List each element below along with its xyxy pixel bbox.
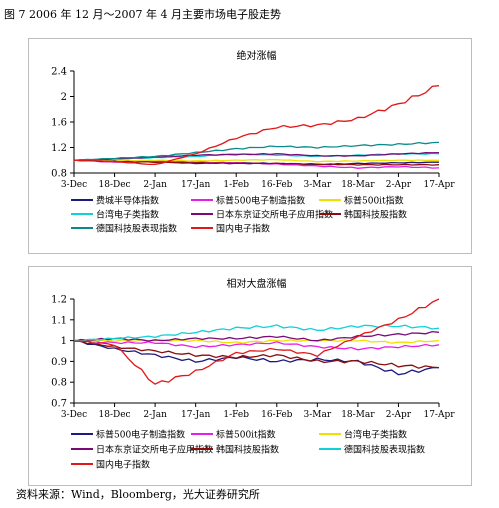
chart-panel-absolute: 绝对涨幅 0.8 1.2 1.6 2 2.4 3-Dec 18-Dec 2-Jan 17-Jan 1… (28, 38, 472, 254)
chart-panel-relative: 相对大盘涨幅 0.7 0.8 0.9 1 1.1 1.2 3-Dec 18-Dec 2-Jan 17… (28, 266, 472, 486)
legend-label: 韩国科技股指数 (216, 444, 279, 456)
series-line-1 (73, 339, 440, 376)
y-tick-label: 1.2 (51, 295, 67, 306)
y-tick-label: 0.8 (51, 169, 67, 180)
series-line-7 (73, 141, 440, 162)
x-tick-label: 18-Dec (99, 180, 131, 190)
series-line-2 (73, 339, 440, 351)
legend-label: 标普500it指数 (344, 195, 404, 207)
legend-label: 德国科技股表现指数 (344, 444, 425, 456)
x-tick-label: 17-Jan (181, 180, 210, 190)
series-line-8 (73, 85, 440, 166)
legend-label: 台湾电子类指数 (96, 209, 159, 221)
legend-label: 日本东京证交所电子应用指数 (216, 209, 333, 221)
legend-label: 标普500电子制造指数 (96, 429, 185, 441)
legend-label: 日本东京证交所电子应用指数 (96, 444, 213, 456)
legend-label: 台湾电子类指数 (344, 429, 407, 441)
y-tick-label: 2 (61, 92, 67, 103)
y-tick-label: 1.2 (51, 143, 67, 154)
series-line-3 (73, 158, 439, 163)
x-tick-label: 17-Apr (423, 410, 455, 420)
series-line-4 (73, 330, 440, 343)
figure-title: 图 7 2006 年 12 月～2007 年 4 月主要市场电子股走势 (4, 8, 281, 21)
x-tick-label: 2-Apr (386, 180, 412, 190)
chart-title: 相对大盘涨幅 (227, 277, 287, 290)
x-tick-label: 17-Apr (423, 180, 455, 190)
x-tick-label: 1-Feb (223, 180, 249, 190)
x-tick-label: 18-Dec (99, 410, 131, 420)
source-note: 资料来源：Wind，Bloomberg，光大证券研究所 (16, 488, 260, 501)
series-line-7 (73, 298, 440, 385)
y-tick-label: 0.9 (51, 357, 67, 368)
x-tick-label: 3-Dec (61, 410, 87, 420)
chart-title: 绝对涨幅 (237, 49, 277, 62)
y-tick-label: 0.8 (51, 378, 67, 389)
legend-label: 韩国科技股指数 (344, 209, 407, 221)
x-tick-label: 18-Mar (341, 410, 375, 420)
x-tick-label: 2-Jan (143, 180, 167, 190)
x-tick-label: 16-Feb (261, 410, 293, 420)
legend-label: 国内电子指数 (96, 459, 150, 471)
legend-label: 费城半导体指数 (96, 195, 159, 207)
chart-absolute: 绝对涨幅 0.8 1.2 1.6 2 2.4 3-Dec 18-Dec 2-Jan 17-Jan 1… (51, 49, 455, 235)
x-tick-label: 16-Feb (261, 180, 293, 190)
series-line-5 (73, 339, 440, 369)
legend-label: 标普500it指数 (216, 429, 276, 441)
y-tick-label: 1.1 (51, 315, 67, 326)
y-tick-label: 0.7 (51, 399, 67, 410)
chart-relative: 相对大盘涨幅 0.7 0.8 0.9 1 1.1 1.2 3-Dec 18-Dec 2-Jan 17… (51, 277, 455, 471)
y-tick-label: 1.6 (51, 118, 67, 129)
y-tick-label: 1 (61, 336, 67, 347)
y-tick-label: 2.4 (51, 67, 67, 78)
legend-label: 标普500电子制造指数 (216, 195, 305, 207)
x-tick-label: 2-Apr (386, 410, 412, 420)
x-tick-label: 3-Mar (304, 410, 332, 420)
x-tick-label: 17-Jan (181, 410, 210, 420)
legend-label: 德国科技股表现指数 (96, 223, 177, 235)
legend-label: 国内电子指数 (216, 223, 270, 235)
x-tick-label: 3-Mar (304, 180, 332, 190)
x-tick-label: 18-Mar (341, 180, 375, 190)
series-line-6 (73, 159, 440, 166)
x-tick-label: 1-Feb (223, 410, 249, 420)
series-line-3 (73, 339, 440, 344)
x-tick-label: 2-Jan (143, 410, 167, 420)
x-tick-label: 3-Dec (61, 180, 87, 190)
